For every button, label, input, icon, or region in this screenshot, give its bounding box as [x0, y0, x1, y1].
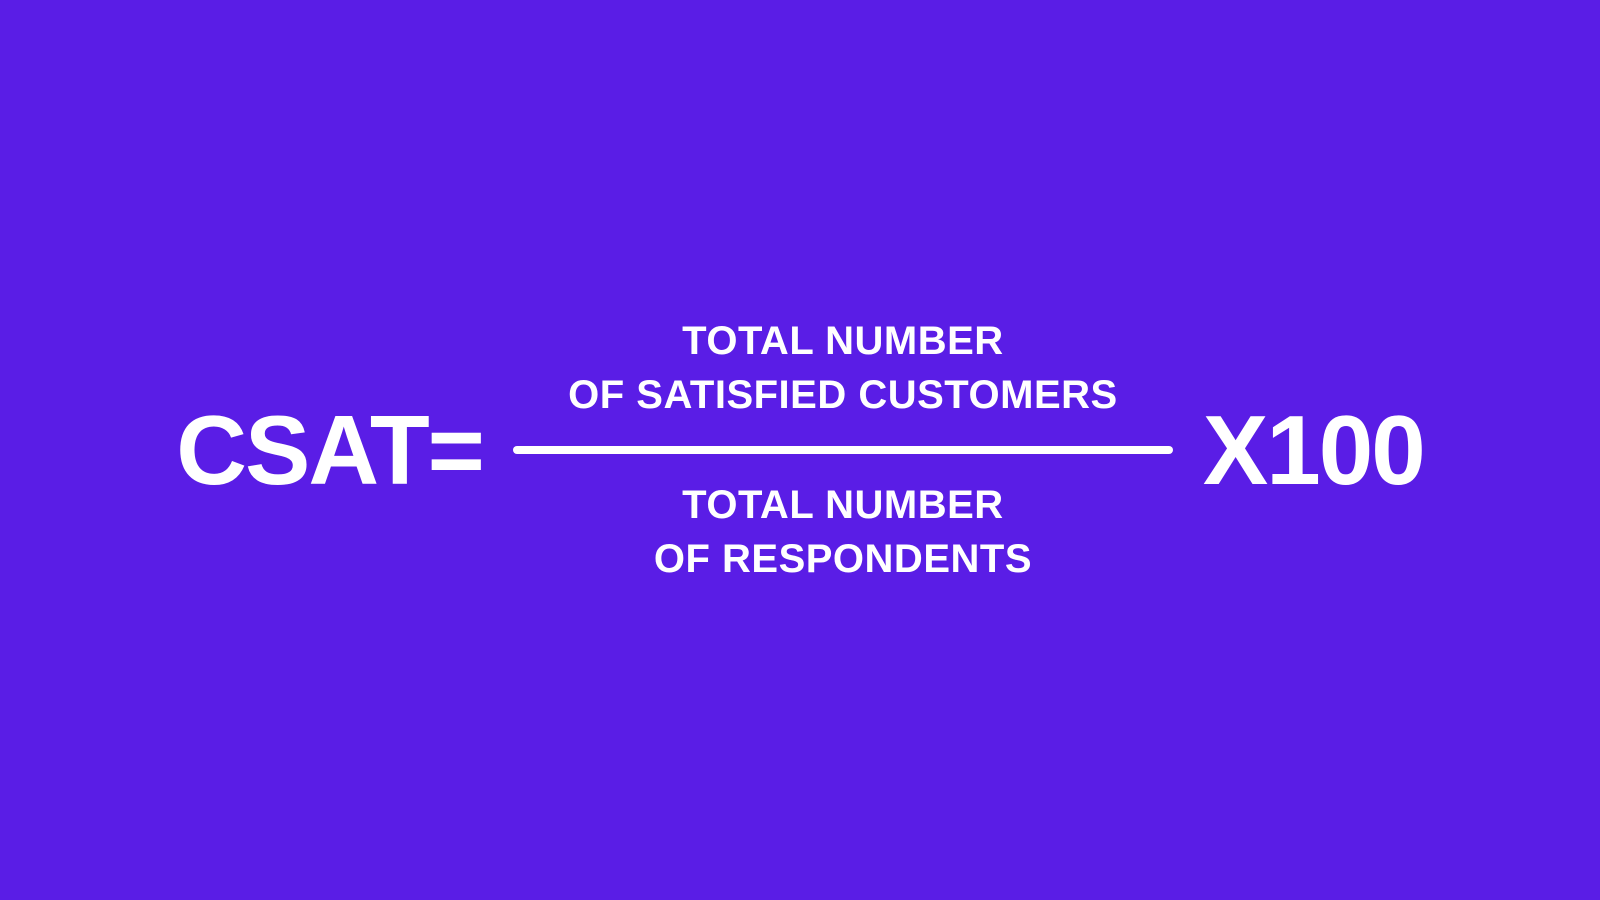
formula-multiplier: X100	[1203, 394, 1424, 507]
numerator-line-1: TOTAL NUMBER	[568, 314, 1118, 368]
denominator-line-2: OF RESPONDENTS	[654, 532, 1032, 586]
formula-fraction: TOTAL NUMBER OF SATISFIED CUSTOMERS TOTA…	[513, 314, 1173, 586]
formula-numerator: TOTAL NUMBER OF SATISFIED CUSTOMERS	[568, 314, 1118, 422]
csat-formula-container: CSAT= TOTAL NUMBER OF SATISFIED CUSTOMER…	[0, 314, 1600, 586]
denominator-line-1: TOTAL NUMBER	[654, 478, 1032, 532]
formula-denominator: TOTAL NUMBER OF RESPONDENTS	[654, 478, 1032, 586]
formula-left-label: CSAT=	[176, 394, 483, 507]
fraction-divider-bar	[513, 446, 1173, 454]
numerator-line-2: OF SATISFIED CUSTOMERS	[568, 368, 1118, 422]
